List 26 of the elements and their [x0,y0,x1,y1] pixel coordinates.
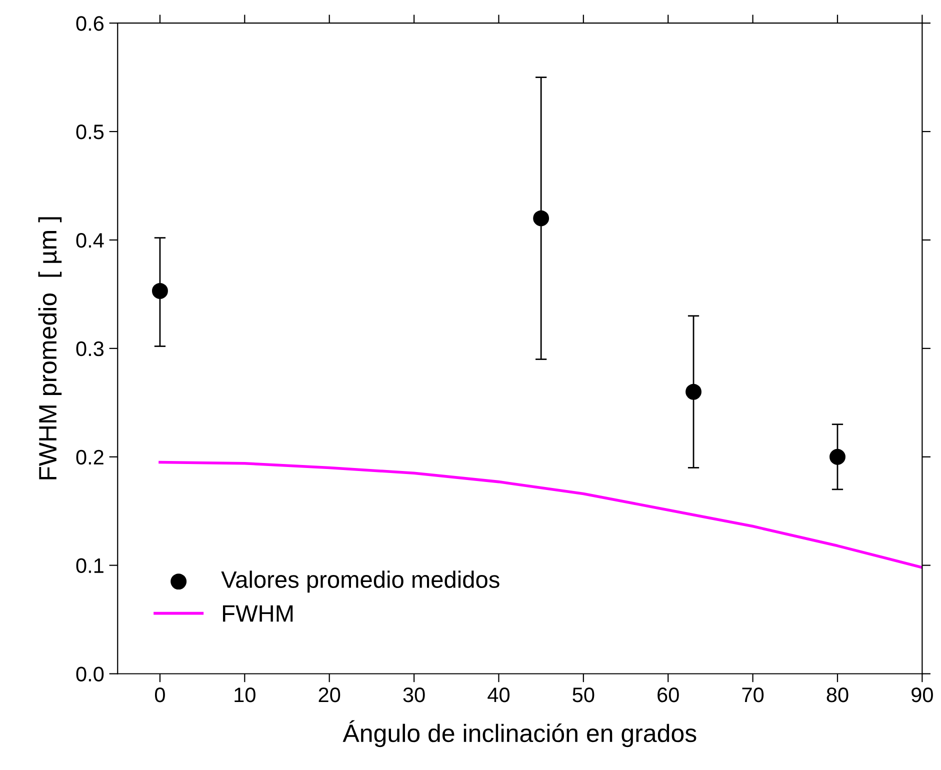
y-axis-title: FWHM promedio [ µm ] [38,217,62,480]
x-tick-label: 80 [826,687,848,702]
x-tick-label: 30 [403,687,425,702]
x-tick-label: 60 [658,687,679,702]
y-tick-label: 0.1 [76,558,104,574]
y-tick-label: 0.5 [76,124,104,140]
x-tick-label: 90 [912,687,933,702]
point [152,282,168,299]
y-tick-label: 0.2 [76,450,104,465]
y-tick-label: 0.4 [76,232,104,248]
point [830,448,846,465]
y-tick-label: 0.6 [76,16,104,31]
y-tick-label: 0.3 [76,341,104,356]
y-tick-label: 0.0 [76,666,104,682]
x-tick-label: 0 [154,687,165,702]
x-tick-label: 10 [234,687,256,702]
point [533,210,550,226]
x-tick-label: 50 [572,687,594,702]
x-tick-label: 70 [742,687,764,702]
legend-label: Valores promedio medidos [221,570,500,593]
x-tick-label: 40 [488,687,510,702]
x-tick-label: 20 [318,687,340,702]
x-axis-title: Ángulo de inclinación en grados [342,720,696,748]
line-series [158,460,922,569]
point [686,384,702,400]
legend-label: FWHM [223,605,293,622]
